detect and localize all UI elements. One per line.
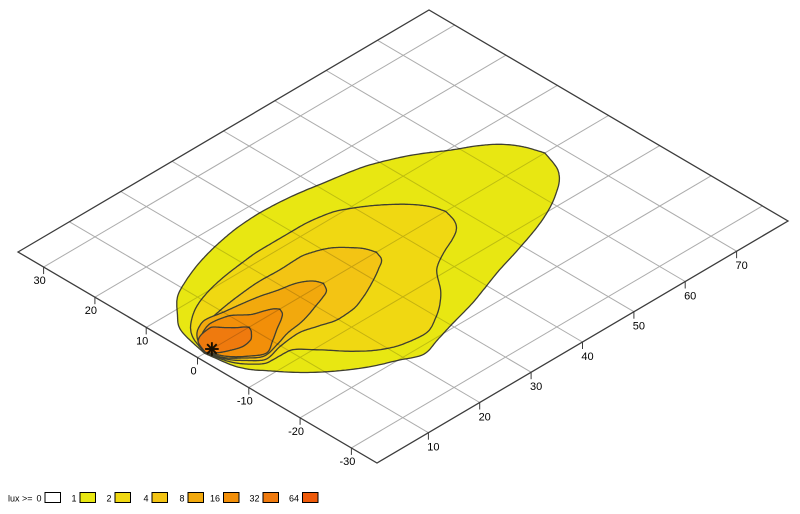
svg-text:-20: -20 (288, 426, 304, 438)
svg-text:30: 30 (530, 381, 542, 393)
svg-text:10: 10 (427, 442, 439, 454)
svg-text:8: 8 (179, 494, 184, 504)
svg-text:16: 16 (210, 494, 220, 504)
svg-text:2: 2 (106, 494, 111, 504)
svg-text:1: 1 (71, 494, 76, 504)
svg-text:64: 64 (289, 494, 299, 504)
svg-text:-30: -30 (339, 456, 355, 468)
svg-text:10: 10 (136, 335, 148, 347)
svg-text:70: 70 (735, 260, 747, 272)
svg-text:20: 20 (85, 305, 97, 317)
svg-text:20: 20 (479, 412, 491, 424)
svg-text:60: 60 (684, 291, 696, 303)
svg-text:-10: -10 (237, 396, 253, 408)
svg-text:4: 4 (143, 494, 148, 504)
svg-text:0: 0 (36, 494, 41, 504)
svg-text:30: 30 (33, 275, 45, 287)
svg-text:lux >=: lux >= (8, 494, 33, 504)
svg-text:32: 32 (249, 494, 259, 504)
svg-text:0: 0 (190, 366, 196, 378)
svg-text:50: 50 (633, 321, 645, 333)
svg-text:40: 40 (581, 351, 593, 363)
